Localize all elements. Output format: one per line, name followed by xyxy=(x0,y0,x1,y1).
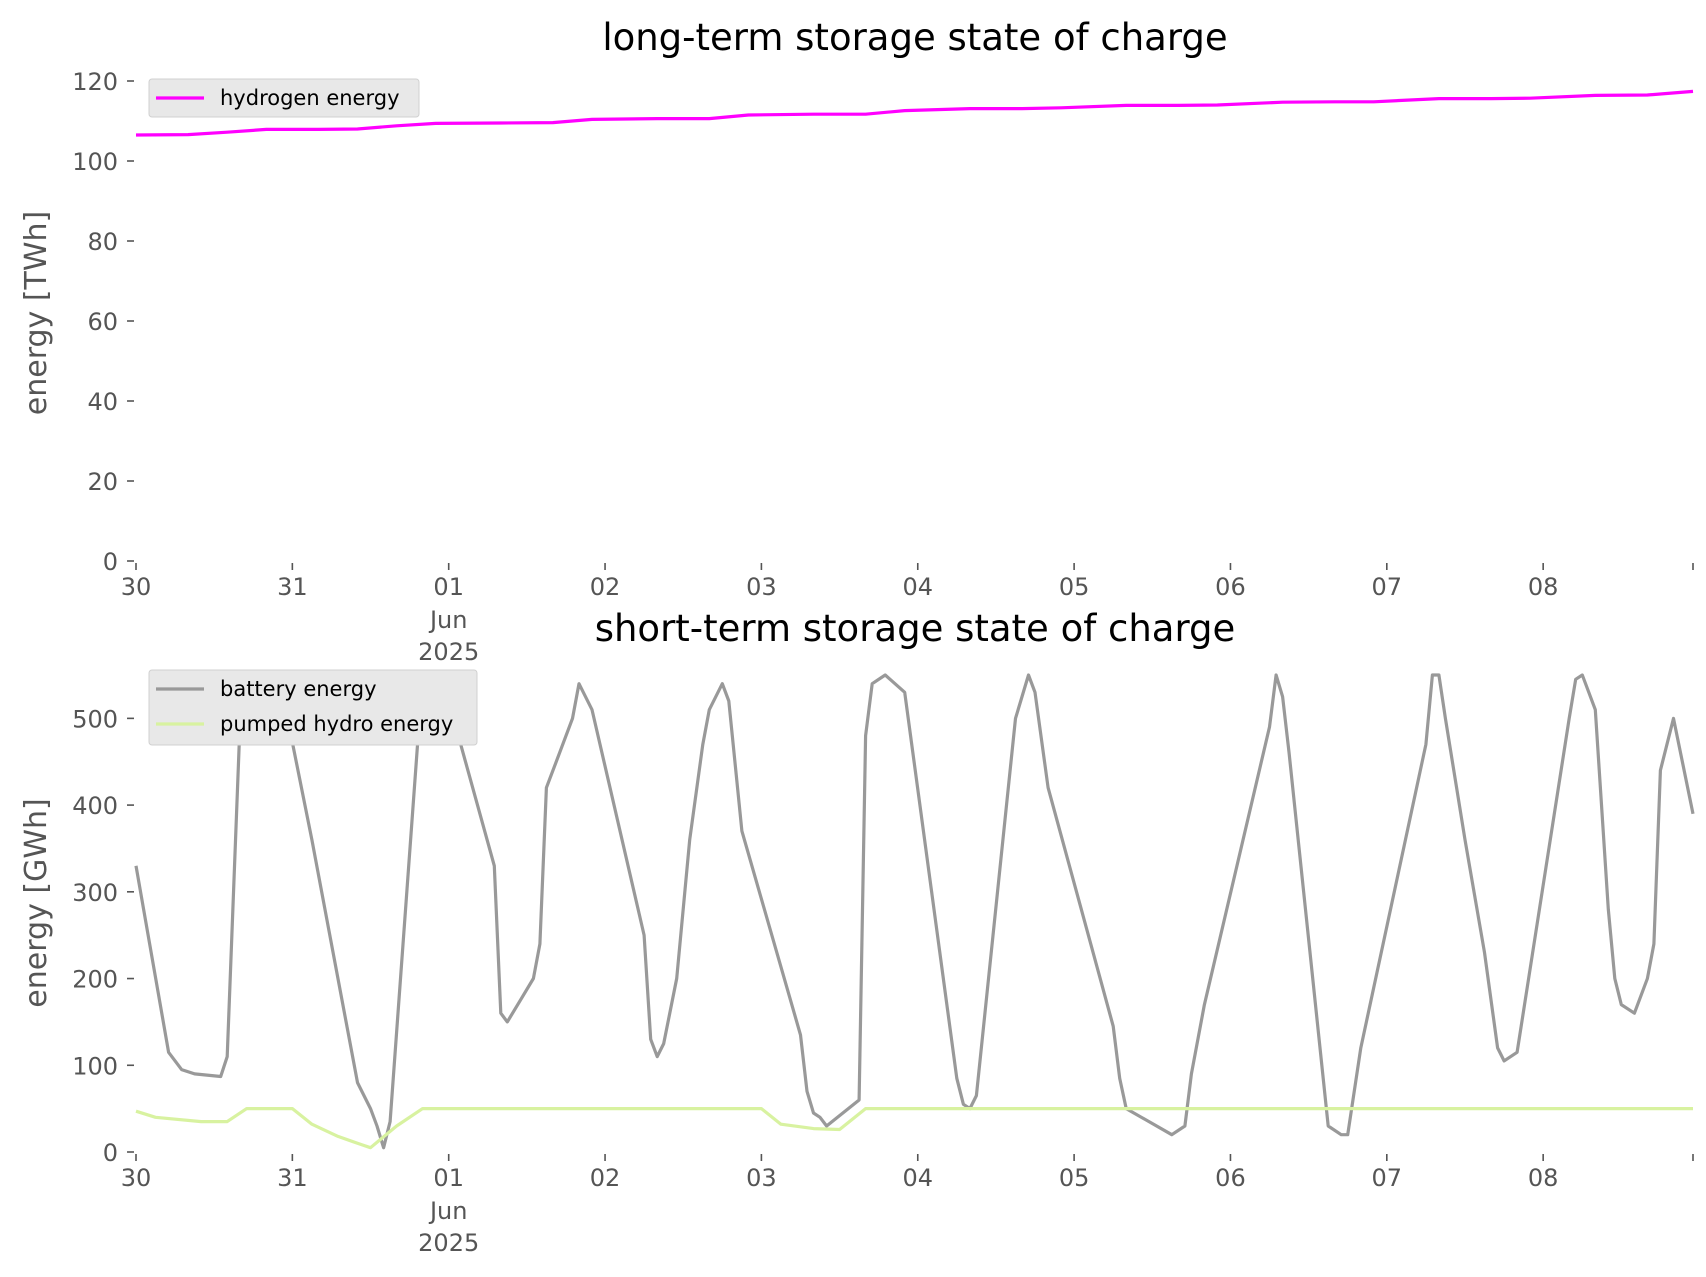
x-tick-label: 01 xyxy=(433,1164,464,1192)
x-tick-label: 08 xyxy=(1528,573,1559,601)
x-tick-sublabel: 2025 xyxy=(418,638,479,666)
x-tick-label: 02 xyxy=(590,1164,621,1192)
x-tick-label: 05 xyxy=(1059,573,1090,601)
x-tick-label: 30 xyxy=(121,573,152,601)
y-axis-label: energy [GWh] xyxy=(19,798,54,1007)
chart-title: long-term storage state of charge xyxy=(602,16,1227,59)
x-tick-label: 06 xyxy=(1215,1164,1246,1192)
y-tick-label: 40 xyxy=(87,388,118,416)
x-tick-label: 04 xyxy=(902,1164,933,1192)
x-tick-label: 05 xyxy=(1059,1164,1090,1192)
y-tick-label: 400 xyxy=(72,792,118,820)
x-tick-label: 03 xyxy=(746,573,777,601)
x-axis: 30 31 01 Jun 2025 02 03 04 05 06 07 08 xyxy=(121,1154,1694,1257)
legend-label-hydrogen-energy: hydrogen energy xyxy=(220,86,400,110)
legend-box xyxy=(148,669,478,746)
legend-label-pumped-hydro-energy: pumped hydro energy xyxy=(220,712,453,736)
y-tick-label: 60 xyxy=(87,308,118,336)
x-tick-label: 01 xyxy=(433,573,464,601)
series-line-hydrogen-energy xyxy=(135,89,1694,137)
y-tick-label: 120 xyxy=(72,68,118,96)
x-tick-label: 31 xyxy=(277,573,308,601)
chart-panel-short-term: short-term storage state of charge energ… xyxy=(19,607,1695,1257)
legend-box xyxy=(148,78,420,118)
x-tick-label: 03 xyxy=(746,1164,777,1192)
series-line-battery-energy xyxy=(134,673,1695,1150)
chart-panel-long-term: long-term storage state of charge energy… xyxy=(19,16,1694,666)
chart-title: short-term storage state of charge xyxy=(595,607,1236,650)
y-tick-label: 100 xyxy=(72,1052,118,1080)
legend-label-battery-energy: battery energy xyxy=(220,677,377,701)
y-tick-label: 0 xyxy=(103,548,118,576)
legend: hydrogen energy xyxy=(148,78,420,118)
x-tick-label: 04 xyxy=(902,573,933,601)
x-tick-label: 06 xyxy=(1215,573,1246,601)
legend: battery energy pumped hydro energy xyxy=(148,669,478,746)
y-tick-label: 200 xyxy=(72,966,118,994)
y-tick-label: 300 xyxy=(72,879,118,907)
plot-lines xyxy=(135,89,1694,137)
y-tick-label: 0 xyxy=(103,1139,118,1167)
x-tick-label: 07 xyxy=(1372,573,1403,601)
x-tick-sublabel: Jun xyxy=(428,606,468,634)
x-tick-label: 02 xyxy=(590,573,621,601)
y-axis: 0 100 200 300 400 500 xyxy=(72,705,134,1167)
plot-lines xyxy=(134,673,1695,1150)
x-axis: 30 31 01 Jun 2025 02 03 04 05 06 07 08 xyxy=(121,563,1694,666)
series-line-pumped-hydro-energy xyxy=(135,1106,1693,1150)
y-tick-label: 20 xyxy=(87,468,118,496)
y-axis: 0 20 40 60 80 100 120 xyxy=(72,68,134,576)
y-tick-label: 100 xyxy=(72,148,118,176)
y-tick-label: 500 xyxy=(72,705,118,733)
x-tick-sublabel: Jun xyxy=(428,1197,468,1225)
y-tick-label: 80 xyxy=(87,228,118,256)
x-tick-label: 07 xyxy=(1372,1164,1403,1192)
x-tick-label: 08 xyxy=(1528,1164,1559,1192)
x-tick-label: 31 xyxy=(277,1164,308,1192)
y-axis-label: energy [TWh] xyxy=(19,211,54,415)
x-tick-label: 30 xyxy=(121,1164,152,1192)
x-tick-sublabel: 2025 xyxy=(418,1229,479,1257)
